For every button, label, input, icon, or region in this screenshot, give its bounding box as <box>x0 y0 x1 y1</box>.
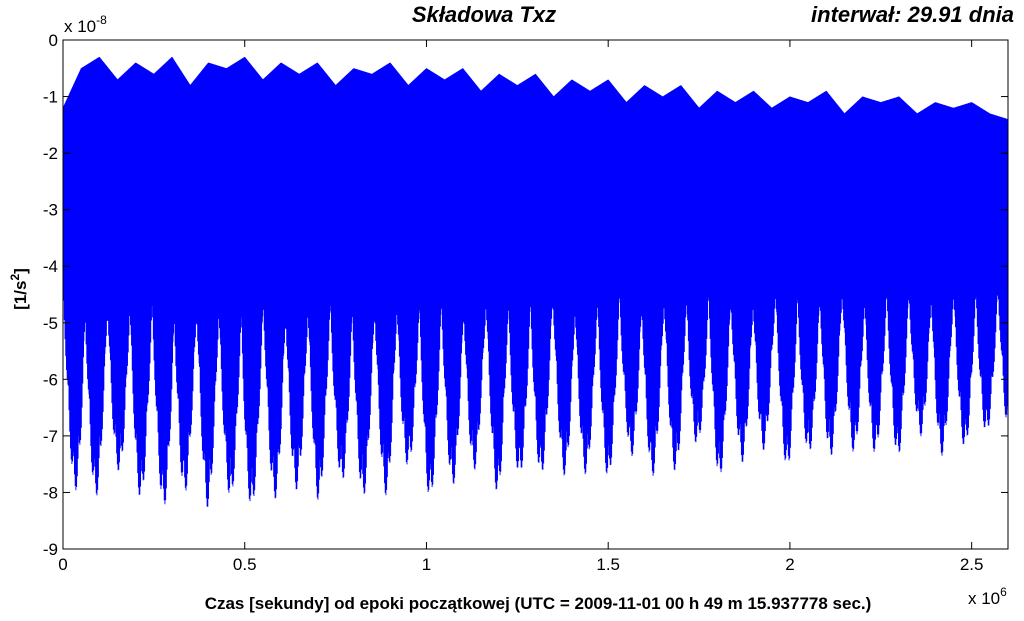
y-axis-multiplier: x 10-8 <box>64 13 107 36</box>
x-tick-label: 2 <box>785 555 794 574</box>
y-tick-label: -6 <box>43 370 58 389</box>
y-tick-label: -9 <box>43 540 58 559</box>
x-axis-multiplier: x 106 <box>968 585 1007 608</box>
x-tick-label: 1 <box>422 555 431 574</box>
y-tick-label: -5 <box>43 314 58 333</box>
y-axis-label-end: ] <box>11 268 30 274</box>
x-tick-label: 0.5 <box>233 555 257 574</box>
axis-ticks: 0 0.5 1 1.5 2 2.5 0 -1 -2 -3 -4 -5 -6 -7 -8 -9 <box>43 31 1008 574</box>
x-tick-label: 0 <box>58 555 67 574</box>
x-tick-label: 1.5 <box>596 555 620 574</box>
y-axis-multiplier-exp: -8 <box>96 13 107 27</box>
y-tick-label: -3 <box>43 201 58 220</box>
y-tick-label: -7 <box>43 427 58 446</box>
x-axis-multiplier-base: x 10 <box>968 589 1000 608</box>
y-axis-multiplier-base: x 10 <box>64 17 96 36</box>
x-tick-label: 2.5 <box>960 555 984 574</box>
y-tick-label: -4 <box>43 257 58 276</box>
y-axis-label-sup: 2 <box>8 274 22 281</box>
signal-core <box>63 98 1008 439</box>
y-tick-label: -1 <box>43 88 58 107</box>
y-axis-label: [1/s2] <box>8 268 30 310</box>
signal-series <box>63 56 1008 507</box>
chart-title: Składowa Txz <box>412 2 556 27</box>
y-axis-label-base: [1/s <box>11 281 30 310</box>
interval-label: interwał: 29.91 dnia <box>811 2 1014 27</box>
y-tick-label: 0 <box>49 31 58 50</box>
plot-frame <box>62 39 1009 550</box>
y-tick-label: -8 <box>43 483 58 502</box>
x-axis-multiplier-exp: 6 <box>1000 585 1007 599</box>
x-axis-label: Czas [sekundy] od epoki początkowej (UTC… <box>205 594 872 613</box>
y-tick-label: -2 <box>43 144 58 163</box>
